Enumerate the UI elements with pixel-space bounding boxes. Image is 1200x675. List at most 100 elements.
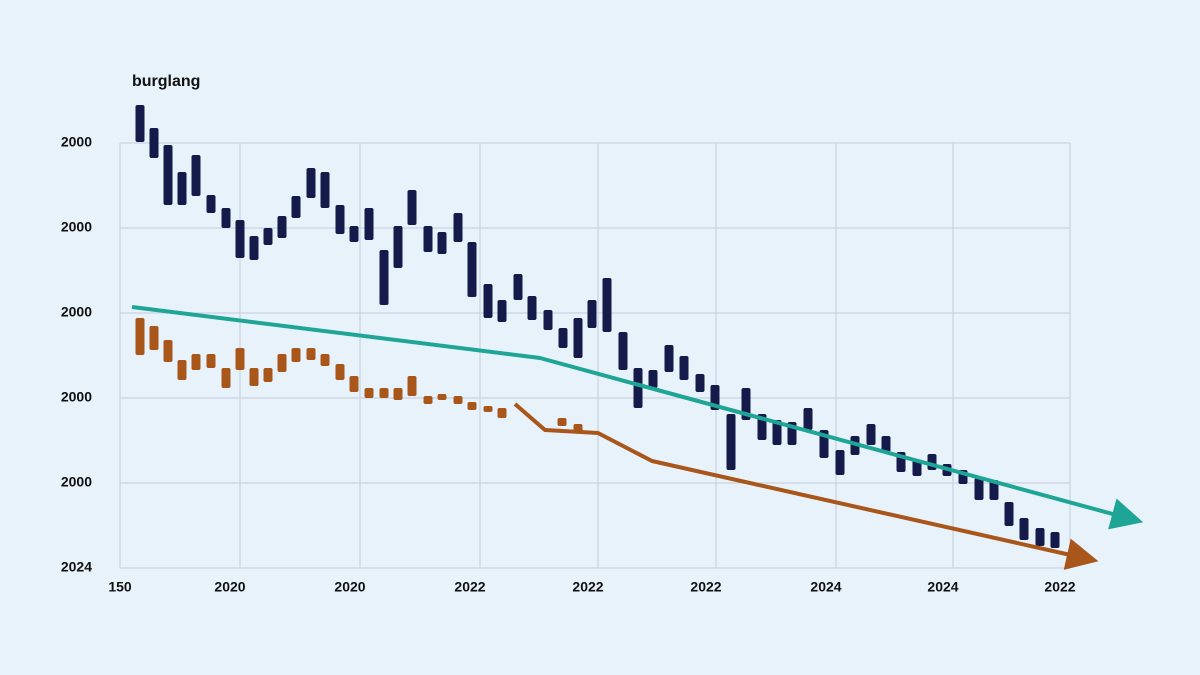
range-bar — [648, 370, 658, 388]
range-bar — [467, 402, 477, 410]
range-bar — [206, 195, 216, 213]
range-bar — [587, 300, 597, 328]
range-bar — [664, 345, 674, 372]
range-bar — [423, 226, 433, 252]
x-tick-label: 2020 — [214, 579, 245, 595]
range-bar — [291, 196, 301, 218]
range-bar — [135, 105, 145, 142]
range-bar — [1019, 518, 1029, 540]
range-bar — [249, 236, 259, 260]
y-tick-label: 2000 — [61, 389, 92, 405]
y-tick-label: 2000 — [61, 304, 92, 320]
range-bar — [135, 318, 145, 355]
range-bar — [149, 128, 159, 158]
range-bar — [349, 376, 359, 392]
x-tick-label: 2020 — [334, 579, 365, 595]
range-bar — [393, 388, 403, 400]
range-bar — [912, 460, 922, 476]
trend-line — [131, 305, 1144, 530]
range-bar — [291, 348, 301, 362]
range-bar — [557, 418, 567, 426]
range-bar — [573, 318, 583, 358]
range-bar — [235, 348, 245, 370]
range-bar — [277, 216, 287, 238]
range-bar — [423, 396, 433, 404]
x-tick-label: 2022 — [690, 579, 721, 595]
range-bar — [695, 374, 705, 392]
range-bar — [483, 406, 493, 412]
range-bar — [558, 328, 568, 348]
range-bar — [437, 394, 447, 400]
range-bar — [772, 420, 782, 445]
range-bar — [163, 145, 173, 205]
range-bar — [177, 360, 187, 380]
trend-line — [513, 402, 1099, 570]
x-tick-label: 2024 — [927, 579, 958, 595]
chart-title: burglang — [132, 73, 200, 90]
range-bar — [527, 296, 537, 320]
x-tick-label: 2022 — [1044, 579, 1075, 595]
range-bar — [453, 213, 463, 242]
range-bar — [407, 190, 417, 225]
range-bar — [306, 168, 316, 198]
range-bar — [989, 480, 999, 500]
y-tick-label: 2024 — [61, 559, 92, 575]
range-bar — [221, 208, 231, 228]
range-bar — [263, 368, 273, 382]
range-bar — [235, 220, 245, 258]
x-tick-label: 2022 — [572, 579, 603, 595]
range-bar — [437, 232, 447, 254]
range-bar — [320, 354, 330, 366]
range-bar — [497, 300, 507, 322]
range-bar — [163, 340, 173, 362]
x-tick-label: 150 — [108, 579, 132, 595]
range-bar — [513, 274, 523, 300]
range-bar — [191, 354, 201, 370]
range-bar — [249, 368, 259, 386]
range-bar — [453, 396, 463, 404]
range-bar — [726, 414, 736, 470]
range-bar — [1035, 528, 1045, 546]
range-bar — [364, 388, 374, 398]
x-tick-label: 2024 — [810, 579, 841, 595]
range-bar — [149, 326, 159, 350]
range-bar — [206, 354, 216, 368]
range-bar — [881, 436, 891, 452]
range-bar — [191, 155, 201, 196]
range-bar — [407, 376, 417, 396]
range-bar — [177, 172, 187, 205]
range-bar — [277, 354, 287, 372]
range-bar — [866, 424, 876, 445]
range-bar — [221, 368, 231, 388]
range-bar — [543, 310, 553, 330]
range-bar — [618, 332, 628, 370]
range-bar — [483, 284, 493, 318]
range-bar — [335, 205, 345, 234]
range-bar — [320, 172, 330, 208]
y-tick-label: 2000 — [61, 219, 92, 235]
range-bar — [364, 208, 374, 240]
range-bar — [497, 408, 507, 418]
range-bar — [679, 356, 689, 380]
range-bar — [379, 250, 389, 305]
range-bar — [974, 478, 984, 500]
range-bar — [602, 278, 612, 332]
range-bar — [1004, 502, 1014, 526]
range-bar — [393, 226, 403, 268]
range-bar — [467, 242, 477, 297]
range-bar — [835, 450, 845, 475]
range-bar — [1050, 532, 1060, 548]
range-bar — [306, 348, 316, 360]
x-tick-label: 2022 — [454, 579, 485, 595]
range-bar — [633, 368, 643, 408]
y-tick-label: 2000 — [61, 134, 92, 150]
y-tick-label: 2000 — [61, 474, 92, 490]
range-bar — [263, 228, 273, 245]
range-bar — [379, 388, 389, 398]
range-bar — [349, 226, 359, 242]
range-bar — [335, 364, 345, 380]
range-bar — [803, 408, 813, 430]
